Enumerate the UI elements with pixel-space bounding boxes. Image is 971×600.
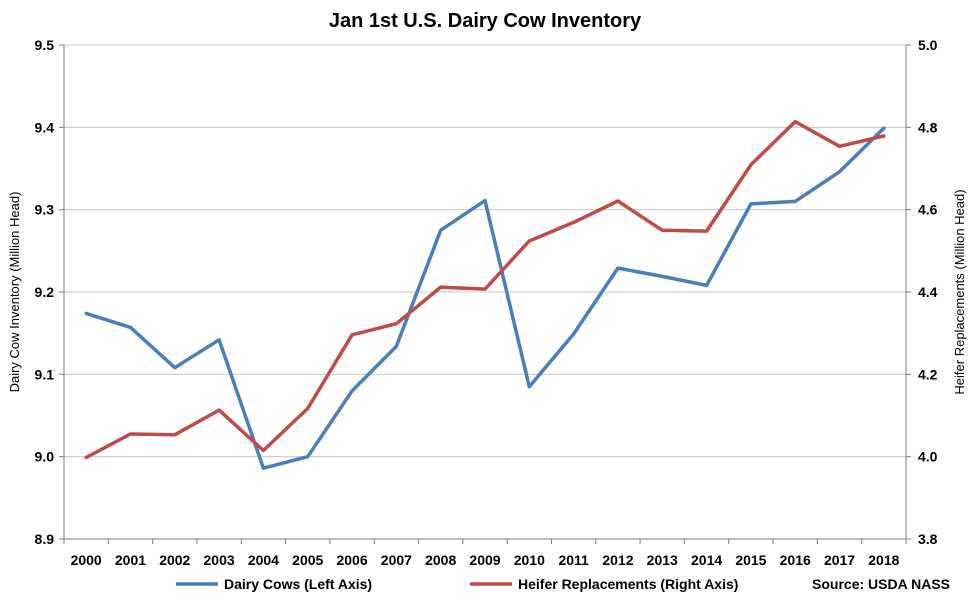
left-y-axis-label: Dairy Cow Inventory (Million Head) (7, 192, 22, 393)
x-tick-label: 2001 (115, 552, 146, 568)
right-y-tick-label: 4.4 (918, 284, 938, 300)
x-tick-label: 2003 (204, 552, 235, 568)
left-y-tick-label: 8.9 (35, 531, 55, 547)
left-y-tick-label: 9.0 (35, 449, 55, 465)
right-y-tick-label: 4.0 (918, 449, 938, 465)
left-y-tick-label: 9.1 (35, 366, 55, 382)
x-tick-label: 2013 (647, 552, 678, 568)
legend-label-heifer-replacements: Heifer Replacements (Right Axis) (518, 576, 738, 592)
legend-label-dairy-cows: Dairy Cows (Left Axis) (224, 576, 372, 592)
x-tick-label: 2017 (824, 552, 855, 568)
series-line-dairy-cows (84, 126, 886, 470)
series-line-heifer-replacements (84, 119, 886, 460)
legend: Dairy Cows (Left Axis) Heifer Replacemen… (176, 576, 950, 592)
right-y-tick-label: 4.2 (918, 366, 938, 382)
left-y-tick-label: 9.5 (35, 37, 55, 53)
x-tick-label: 2010 (514, 552, 545, 568)
x-tick-labels: 2000 2001 2002 2003 2004 2005 2006 2007 2008 2009… (71, 552, 900, 568)
x-tick-label: 2015 (735, 552, 766, 568)
chart-title: Jan 1st U.S. Dairy Cow Inventory (329, 10, 642, 32)
x-tick-label: 2002 (159, 552, 190, 568)
left-y-tick-labels: 8.9 9.0 9.1 9.2 9.3 9.4 9.5 (35, 37, 55, 547)
x-tick-label: 2008 (425, 552, 456, 568)
series-lines (84, 119, 886, 470)
x-tick-label: 2012 (602, 552, 633, 568)
x-tick-label: 2018 (868, 552, 899, 568)
x-tick-label: 2016 (780, 552, 811, 568)
right-y-axis-label: Heifer Replacements (Million Head) (952, 189, 967, 394)
right-y-tick-label: 5.0 (918, 37, 938, 53)
right-y-tick-label: 4.6 (918, 202, 938, 218)
gridlines (59, 44, 911, 544)
x-tick-label: 2000 (71, 552, 102, 568)
x-tick-label: 2004 (248, 552, 279, 568)
right-y-tick-label: 4.8 (918, 119, 938, 135)
left-y-tick-label: 9.4 (35, 119, 55, 135)
source-note: Source: USDA NASS (812, 576, 950, 592)
x-tick-label: 2006 (336, 552, 367, 568)
left-y-tick-label: 9.3 (35, 202, 55, 218)
x-tick-label: 2014 (691, 552, 722, 568)
x-tick-label: 2009 (469, 552, 500, 568)
x-tick-label: 2005 (292, 552, 323, 568)
right-y-tick-labels: 3.8 4.0 4.2 4.4 4.6 4.8 5.0 (918, 37, 938, 547)
x-tick-label: 2011 (558, 552, 589, 568)
x-tick-label: 2007 (381, 552, 412, 568)
left-y-tick-label: 9.2 (35, 284, 55, 300)
axes (63, 45, 907, 540)
right-y-tick-label: 3.8 (918, 531, 938, 547)
